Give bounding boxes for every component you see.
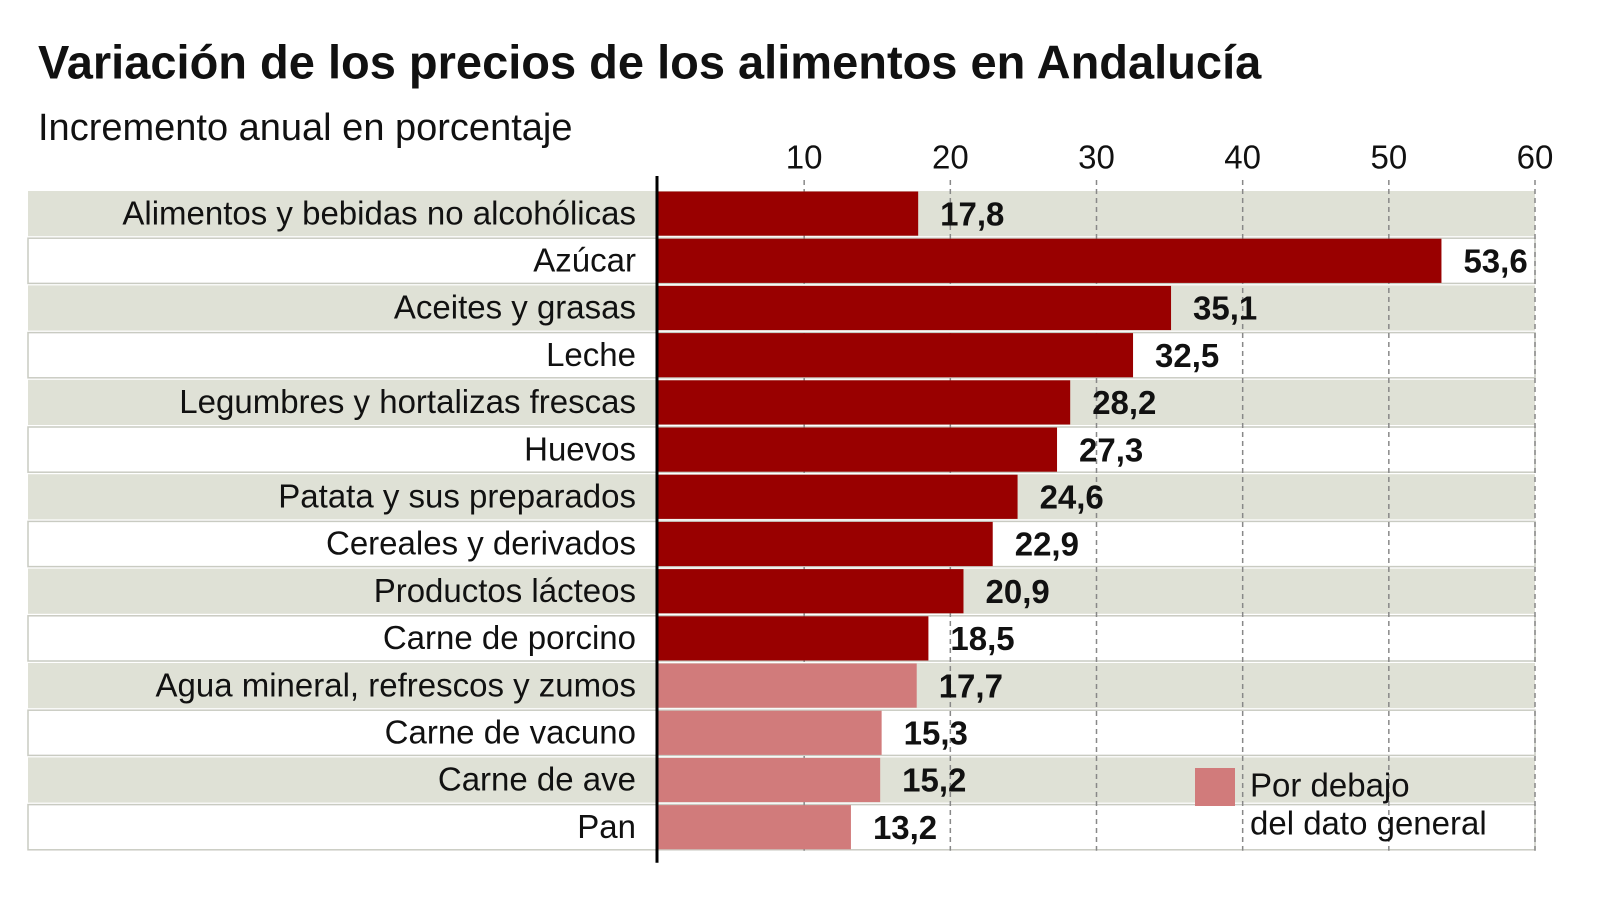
bar [658,474,1018,519]
category-label: Leche [546,336,636,373]
bar [658,238,1442,283]
value-label: 53,6 [1463,243,1527,280]
value-label: 15,2 [902,762,966,799]
value-label: 35,1 [1193,290,1257,327]
bar [658,333,1134,378]
category-label: Huevos [524,430,636,467]
bar [658,757,881,803]
value-label: 32,5 [1155,337,1219,374]
bar [658,285,1172,331]
value-label: 22,9 [1015,526,1079,563]
bar [658,616,929,661]
category-label: Alimentos y bebidas no alcohólicas [122,194,636,231]
bar [658,380,1071,425]
value-label: 13,2 [873,809,937,846]
category-label: Carne de vacuno [385,714,636,751]
legend-swatch [1195,768,1235,806]
bar [658,569,964,614]
bar [658,191,919,236]
category-label: Azúcar [533,242,636,279]
category-label: Carne de ave [438,761,636,798]
legend-label: Por debajo [1250,767,1410,804]
x-tick-label: 60 [1517,139,1554,176]
category-label: Legumbres y hortalizas frescas [179,383,636,420]
category-label: Pan [577,808,636,845]
bar [658,521,993,567]
x-tick-label: 10 [786,139,823,176]
value-label: 20,9 [985,573,1049,610]
value-label: 17,7 [939,667,1003,704]
x-tick-label: 50 [1370,139,1407,176]
chart-title: Variación de los precios de los alimento… [38,35,1262,88]
value-label: 18,5 [950,620,1014,657]
category-label: Cereales y derivados [326,525,636,562]
category-label: Patata y sus preparados [278,478,636,515]
x-tick-label: 30 [1078,139,1115,176]
bar [658,663,917,708]
value-label: 17,8 [940,195,1004,232]
bar [658,805,851,850]
value-label: 27,3 [1079,431,1143,468]
category-label: Agua mineral, refrescos y zumos [155,666,636,703]
value-label: 24,6 [1040,479,1104,516]
value-label: 15,3 [904,715,968,752]
legend-label: del dato general [1250,805,1487,842]
category-label: Carne de porcino [383,619,636,656]
bar [658,427,1058,472]
bar [658,710,882,755]
category-label: Productos lácteos [374,572,636,609]
chart-subtitle: Incremento anual en porcentaje [38,107,572,149]
x-tick-label: 20 [932,139,969,176]
x-tick-label: 40 [1224,139,1261,176]
value-label: 28,2 [1092,384,1156,421]
category-label: Aceites y grasas [394,289,636,326]
